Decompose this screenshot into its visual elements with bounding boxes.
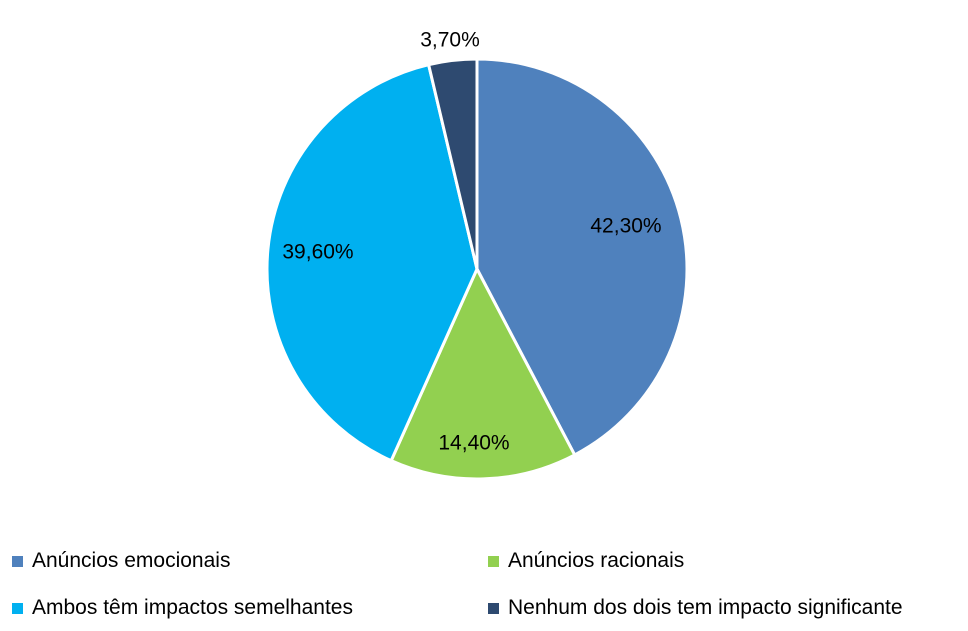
legend-item-racionais: Anúncios racionais bbox=[488, 546, 684, 576]
legend-label-racionais: Anúncios racionais bbox=[508, 549, 685, 572]
pie-slice-nenhum bbox=[427, 57, 479, 271]
pie-slice-racionais bbox=[389, 267, 577, 481]
legend-swatch-ambos bbox=[12, 602, 23, 614]
pie-slice-emocionais bbox=[475, 57, 689, 457]
data-label-ambos: 39,60% bbox=[282, 241, 353, 264]
legend-item-nenhum: Nenhum dos dois tem impacto significante bbox=[488, 593, 903, 623]
legend-item-emocionais: Anúncios emocionais bbox=[12, 546, 230, 576]
pie-slice-ambos bbox=[265, 63, 479, 463]
data-label-emocionais: 42,30% bbox=[590, 215, 661, 238]
legend-label-ambos: Ambos têm impactos semelhantes bbox=[32, 596, 353, 619]
legend-label-nenhum: Nenhum dos dois tem impacto significante bbox=[508, 596, 903, 619]
legend-label-emocionais: Anúncios emocionais bbox=[32, 549, 231, 572]
legend-swatch-emocionais bbox=[12, 555, 23, 567]
pie-chart: 42,30% 14,40% 39,60% 3,70% bbox=[265, 29, 689, 481]
legend-swatch-racionais bbox=[488, 555, 499, 567]
data-label-racionais: 14,40% bbox=[438, 432, 509, 455]
chart-legend: Anúncios emocionais Anúncios racionais A… bbox=[0, 540, 968, 631]
legend-item-ambos: Ambos têm impactos semelhantes bbox=[12, 593, 353, 623]
legend-swatch-nenhum bbox=[488, 602, 499, 614]
data-label-nenhum: 3,70% bbox=[420, 29, 480, 52]
